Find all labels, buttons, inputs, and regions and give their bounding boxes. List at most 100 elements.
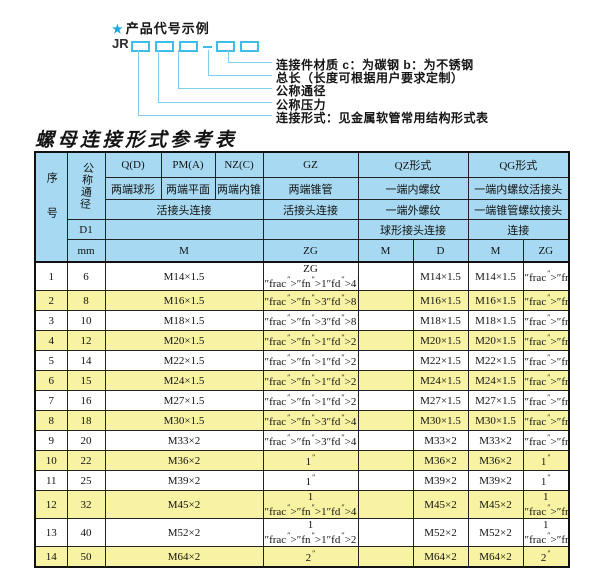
cell-no: 14	[34, 546, 68, 568]
cell-dn: 15	[66, 370, 106, 391]
cell-qz-d: M39×2	[412, 470, 469, 491]
cell-no: 1	[34, 261, 68, 291]
table-header: 序号 公称通径 Q(D) PM(A) NZ(C) GZ QZ形式 QG形式 两端…	[34, 151, 570, 263]
product-code-diagram: ★ 产品代号示例 JR 连接件材质 c：为碳钢 b：为不锈钢 总长（长度可根据用户…	[0, 0, 600, 130]
cell-no: 11	[34, 470, 68, 491]
cell-no: 4	[34, 330, 68, 351]
cell-no: 3	[34, 310, 68, 331]
cell-m: M30×1.5	[104, 410, 264, 431]
code-box	[131, 41, 150, 52]
cell-qg-m: M52×2	[467, 518, 524, 547]
header-group-pma: PM(A)	[160, 151, 216, 178]
cell-qg-zg: ″frac″>″fn″>1″fd″>2″	[522, 350, 570, 371]
table-row: 514M22×1.5″frac″>″fn″>1″fd″>2″M22×1.5M22…	[34, 350, 570, 371]
cell-dn: 8	[66, 290, 106, 311]
cell-dn: 6	[66, 261, 106, 291]
cell-qg-m: M45×2	[467, 490, 524, 519]
cell-no: 2	[34, 290, 68, 311]
leader-line	[178, 50, 179, 88]
header-sub-gz: 两端锥管	[262, 177, 359, 200]
cell-no: 10	[34, 450, 68, 471]
table-row: 11 25 M39×2 1″ M39×2 M39×2 1″	[34, 470, 570, 491]
leader-line	[228, 62, 272, 63]
leader-line	[228, 50, 229, 62]
cell-qg-m: M30×1.5	[467, 410, 524, 431]
cell-dn: 40	[66, 518, 106, 547]
cell-qz-d: M33×2	[412, 430, 469, 451]
header-row-groups: 序号 公称通径 Q(D) PM(A) NZ(C) GZ QZ形式 QG形式	[34, 151, 570, 263]
leader-line	[158, 50, 159, 102]
cell-qz-m	[357, 290, 414, 311]
cell-qz-d: M52×2	[412, 518, 469, 547]
cell-dn: 14	[66, 350, 106, 371]
cell-qz-m	[357, 450, 414, 471]
cell-m: M36×2	[104, 450, 264, 471]
header-sub-pma: 两端平面	[160, 177, 216, 200]
header-thread-zg: ZG	[262, 239, 359, 263]
nut-connection-table: 序号 公称通径 Q(D) PM(A) NZ(C) GZ QZ形式 QG形式 两端…	[34, 151, 571, 568]
cell-qg-zg: ″frac″>″fn″>1″fd″>2″	[522, 390, 570, 411]
cell-qg-m: M18×1.5	[467, 310, 524, 331]
cell-gz: 2″	[262, 546, 359, 568]
cell-qz-m	[357, 261, 414, 291]
table-row: 716M27×1.5″frac″>″fn″>1″fd″>2″M27×1.5M27…	[34, 390, 570, 411]
cell-m: M14×1.5	[104, 261, 264, 291]
cell-gz: ″frac″>″fn″>1″fd″>2″	[262, 390, 359, 411]
diagram-title-text: 产品代号示例	[125, 21, 210, 36]
cell-qg-m: M20×1.5	[467, 330, 524, 351]
code-label-material: 连接件材质 c：为碳钢 b：为不锈钢	[276, 58, 474, 72]
cell-qg-m: M14×1.5	[467, 261, 524, 291]
cell-qz-d: M30×1.5	[412, 410, 469, 431]
cell-dn: 50	[66, 546, 106, 568]
cell-qg-zg: 1 ″frac″>″fn″>1″fd″>4″	[522, 490, 570, 519]
cell-qg-zg: 1″	[522, 470, 570, 491]
header-qg-m: M	[467, 239, 524, 263]
cell-qg-zg: ″frac″>″fn″>1″fd″>4″	[522, 261, 570, 291]
header-sub-qz: 一端内螺纹	[357, 177, 469, 200]
cell-dn: 25	[66, 470, 106, 491]
header-ball-joint: 球形接头连接	[357, 219, 469, 240]
cell-dn: 10	[66, 310, 106, 331]
code-box	[179, 41, 198, 52]
cell-no: 7	[34, 390, 68, 411]
cell-qz-d: M45×2	[412, 490, 469, 519]
cell-qg-zg: ″frac″>″fn″>3″fd″>4″	[522, 430, 570, 451]
cell-gz: 1 ″frac″>″fn″>1″fd″>2″	[262, 518, 359, 547]
cell-gz: 1″	[262, 470, 359, 491]
table-row: 818M30×1.5″frac″>″fn″>3″fd″>4″M30×1.5M30…	[34, 410, 570, 431]
header-d1: D1	[66, 219, 106, 240]
cell-m: M20×1.5	[104, 330, 264, 351]
header-thread-m: M	[104, 239, 264, 263]
table-row: 920M33×2″frac″>″fn″>3″fd″>4″M33×2M33×2″f…	[34, 430, 570, 451]
cell-qz-d: M64×2	[412, 546, 469, 568]
cell-qz-d: M20×1.5	[412, 330, 469, 351]
cell-gz: 1″	[262, 450, 359, 471]
cell-gz: ″frac″>″fn″>3″fd″>4″	[262, 410, 359, 431]
code-label-diameter: 公称通径	[276, 84, 327, 98]
cell-dn: 22	[66, 450, 106, 471]
header-sub-qg: 一端内螺纹活接头	[467, 177, 570, 200]
cell-qg-zg: 1″	[522, 450, 570, 471]
table-row: 615M24×1.5″frac″>″fn″>1″fd″>2″M24×1.5M24…	[34, 370, 570, 391]
cell-qg-m: M36×2	[467, 450, 524, 471]
header-conn-union: 活接头连接	[104, 199, 264, 220]
cell-qz-m	[357, 370, 414, 391]
cell-qg-zg: ″frac″>″fn″>3″fd″>4″	[522, 410, 570, 431]
cell-m: M33×2	[104, 430, 264, 451]
cell-qg-zg: ″frac″>″fn″>3″fd″>8″	[522, 310, 570, 331]
cell-qz-d: M18×1.5	[412, 310, 469, 331]
cell-gz: ″frac″>″fn″>3″fd″>4″	[262, 430, 359, 451]
code-label-pressure: 公称压力	[276, 98, 327, 112]
code-label-connection: 连接形式：见金属软管常用结构形式表	[276, 111, 489, 125]
header-row-connection: 活接头连接 活接头连接 一端外螺纹 一端锥管螺纹接头	[35, 199, 570, 220]
cell-qg-m: M22×1.5	[467, 350, 524, 371]
header-row-units: mm M ZG M D M ZG	[35, 239, 570, 263]
header-group-qg: QG形式	[467, 151, 570, 178]
header-seq: 序号	[34, 151, 68, 263]
cell-qz-m	[357, 518, 414, 547]
cell-dn: 18	[66, 410, 106, 431]
cell-qz-d: M36×2	[412, 450, 469, 471]
cell-qg-m: M16×1.5	[467, 290, 524, 311]
